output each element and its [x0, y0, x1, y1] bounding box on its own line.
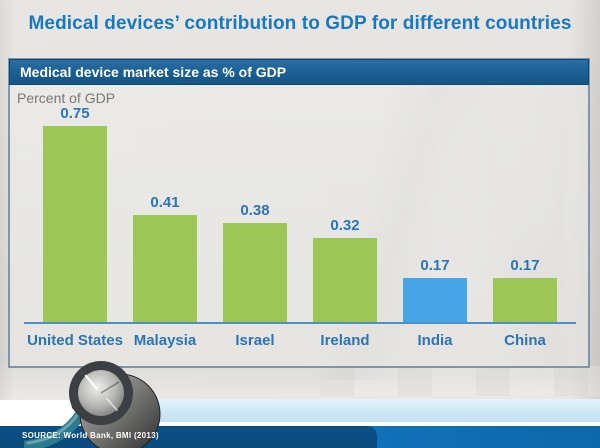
category-label: India — [417, 332, 453, 349]
bar-united-states — [43, 126, 107, 322]
value-label: 0.32 — [330, 217, 360, 234]
stethoscope-image — [24, 361, 161, 448]
category-label: United States — [27, 332, 123, 349]
value-label: 0.17 — [420, 257, 450, 274]
value-label: 0.38 — [240, 202, 270, 219]
value-label: 0.17 — [510, 257, 540, 274]
x-axis-line — [24, 322, 576, 324]
slide-title: Medical devices’ contribution to GDP for… — [28, 13, 572, 34]
bar-india — [403, 278, 467, 322]
axis-unit-label: Percent of GDP — [17, 90, 116, 106]
bar-malaysia — [133, 215, 197, 322]
background-photo-streaks — [290, 60, 590, 380]
category-label: Ireland — [320, 332, 370, 349]
decorative-band-light-blue — [145, 399, 600, 422]
chart-panel: Medical device market size as % of GDP P… — [8, 58, 590, 368]
value-label: 0.75 — [60, 105, 90, 122]
bar-chart: Percent of GDP 0.75 United States 0.41 Mala… — [10, 86, 588, 366]
category-label: Israel — [235, 332, 275, 349]
background-photo-streaks — [320, 366, 600, 396]
stethoscope-tube — [24, 408, 87, 448]
category-label: Malaysia — [133, 332, 197, 349]
value-label: 0.41 — [150, 194, 180, 211]
chart-panel-header: Medical device market size as % of GDP — [9, 59, 589, 85]
source-text: SOURCE: World Bank, BMI (2013) — [22, 431, 159, 440]
reflection-highlight — [84, 374, 99, 391]
bar-ireland — [313, 238, 377, 322]
diaphragm-line — [100, 381, 120, 394]
reflection-highlight — [106, 398, 118, 411]
bar-israel — [223, 223, 287, 322]
bar-china — [493, 278, 557, 322]
category-label: China — [504, 332, 546, 349]
stethoscope-tube-highlight — [26, 412, 80, 445]
